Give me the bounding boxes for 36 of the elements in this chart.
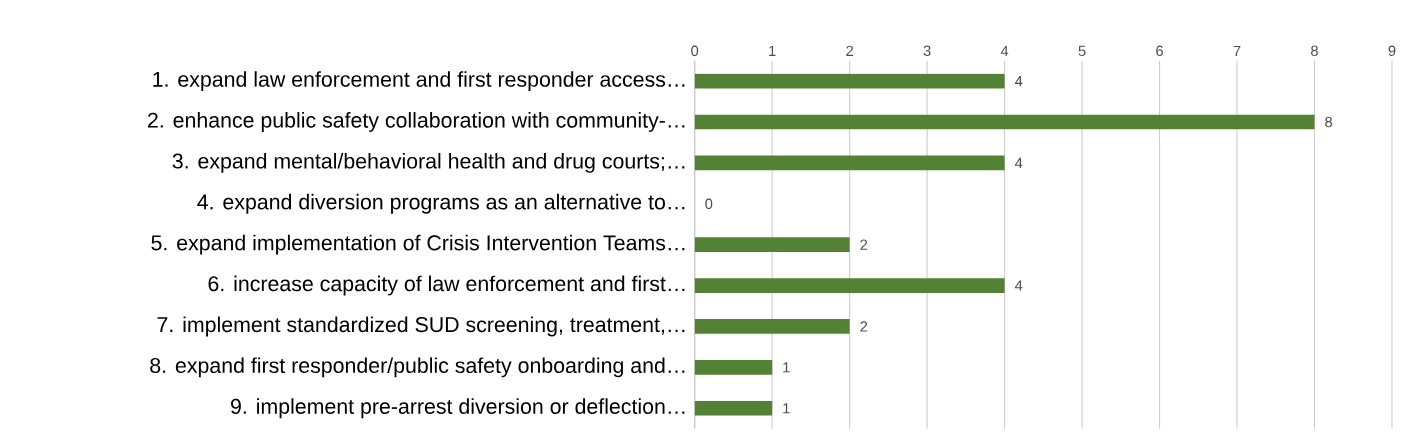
data-label: 2: [860, 239, 868, 250]
y-tick-label: 4. expand diversion programs as an alternative to…: [197, 193, 685, 214]
bar: [694, 73, 1005, 89]
y-tick-label: 8. expand first responder/public safety onboarding and…: [150, 357, 685, 378]
y-tick-label: 7. implement standardized SUD screening, treatment,…: [157, 316, 685, 337]
y-tick-label: 1. expand law enforcement and first responder access…: [153, 71, 685, 92]
bar: [694, 400, 773, 416]
data-label: 0: [705, 198, 713, 209]
x-tick-label: 6: [1156, 45, 1163, 56]
x-tick-label: 8: [1311, 45, 1318, 56]
data-label: 1: [783, 362, 790, 373]
y-tick-label: 9. implement pre-arrest diversion or deflection…: [231, 398, 685, 419]
data-label: 4: [1014, 280, 1023, 291]
x-tick-label: 5: [1078, 45, 1086, 56]
bar: [694, 114, 1315, 130]
x-tick-label: 1: [769, 45, 776, 56]
bar: [694, 359, 773, 375]
x-tick-label: 0: [691, 45, 699, 56]
y-tick-label: 2. enhance public safety collaboration with community-…: [148, 112, 685, 132]
x-tick-label: 9: [1388, 45, 1396, 56]
bar: [694, 237, 850, 252]
data-label: 1: [783, 403, 790, 414]
y-tick-label: 3. expand mental/behavioral health and drug courts;…: [172, 152, 685, 173]
data-label: 2: [860, 321, 868, 332]
x-tick-label: 7: [1233, 45, 1241, 56]
data-label: 4: [1014, 157, 1023, 168]
bar: [694, 319, 850, 334]
y-tick-label: 5. expand implementation of Crisis Intervention Teams…: [151, 234, 685, 255]
data-label: 4: [1014, 76, 1023, 87]
x-tick-label: 3: [923, 45, 931, 56]
x-tick-label: 4: [1000, 45, 1009, 56]
bar: [694, 155, 1005, 171]
y-tick-label: 6. increase capacity of law enforcement and first…: [208, 275, 685, 296]
bar: [694, 278, 1005, 293]
data-label: 8: [1325, 116, 1333, 128]
x-tick-label: 2: [846, 45, 853, 56]
